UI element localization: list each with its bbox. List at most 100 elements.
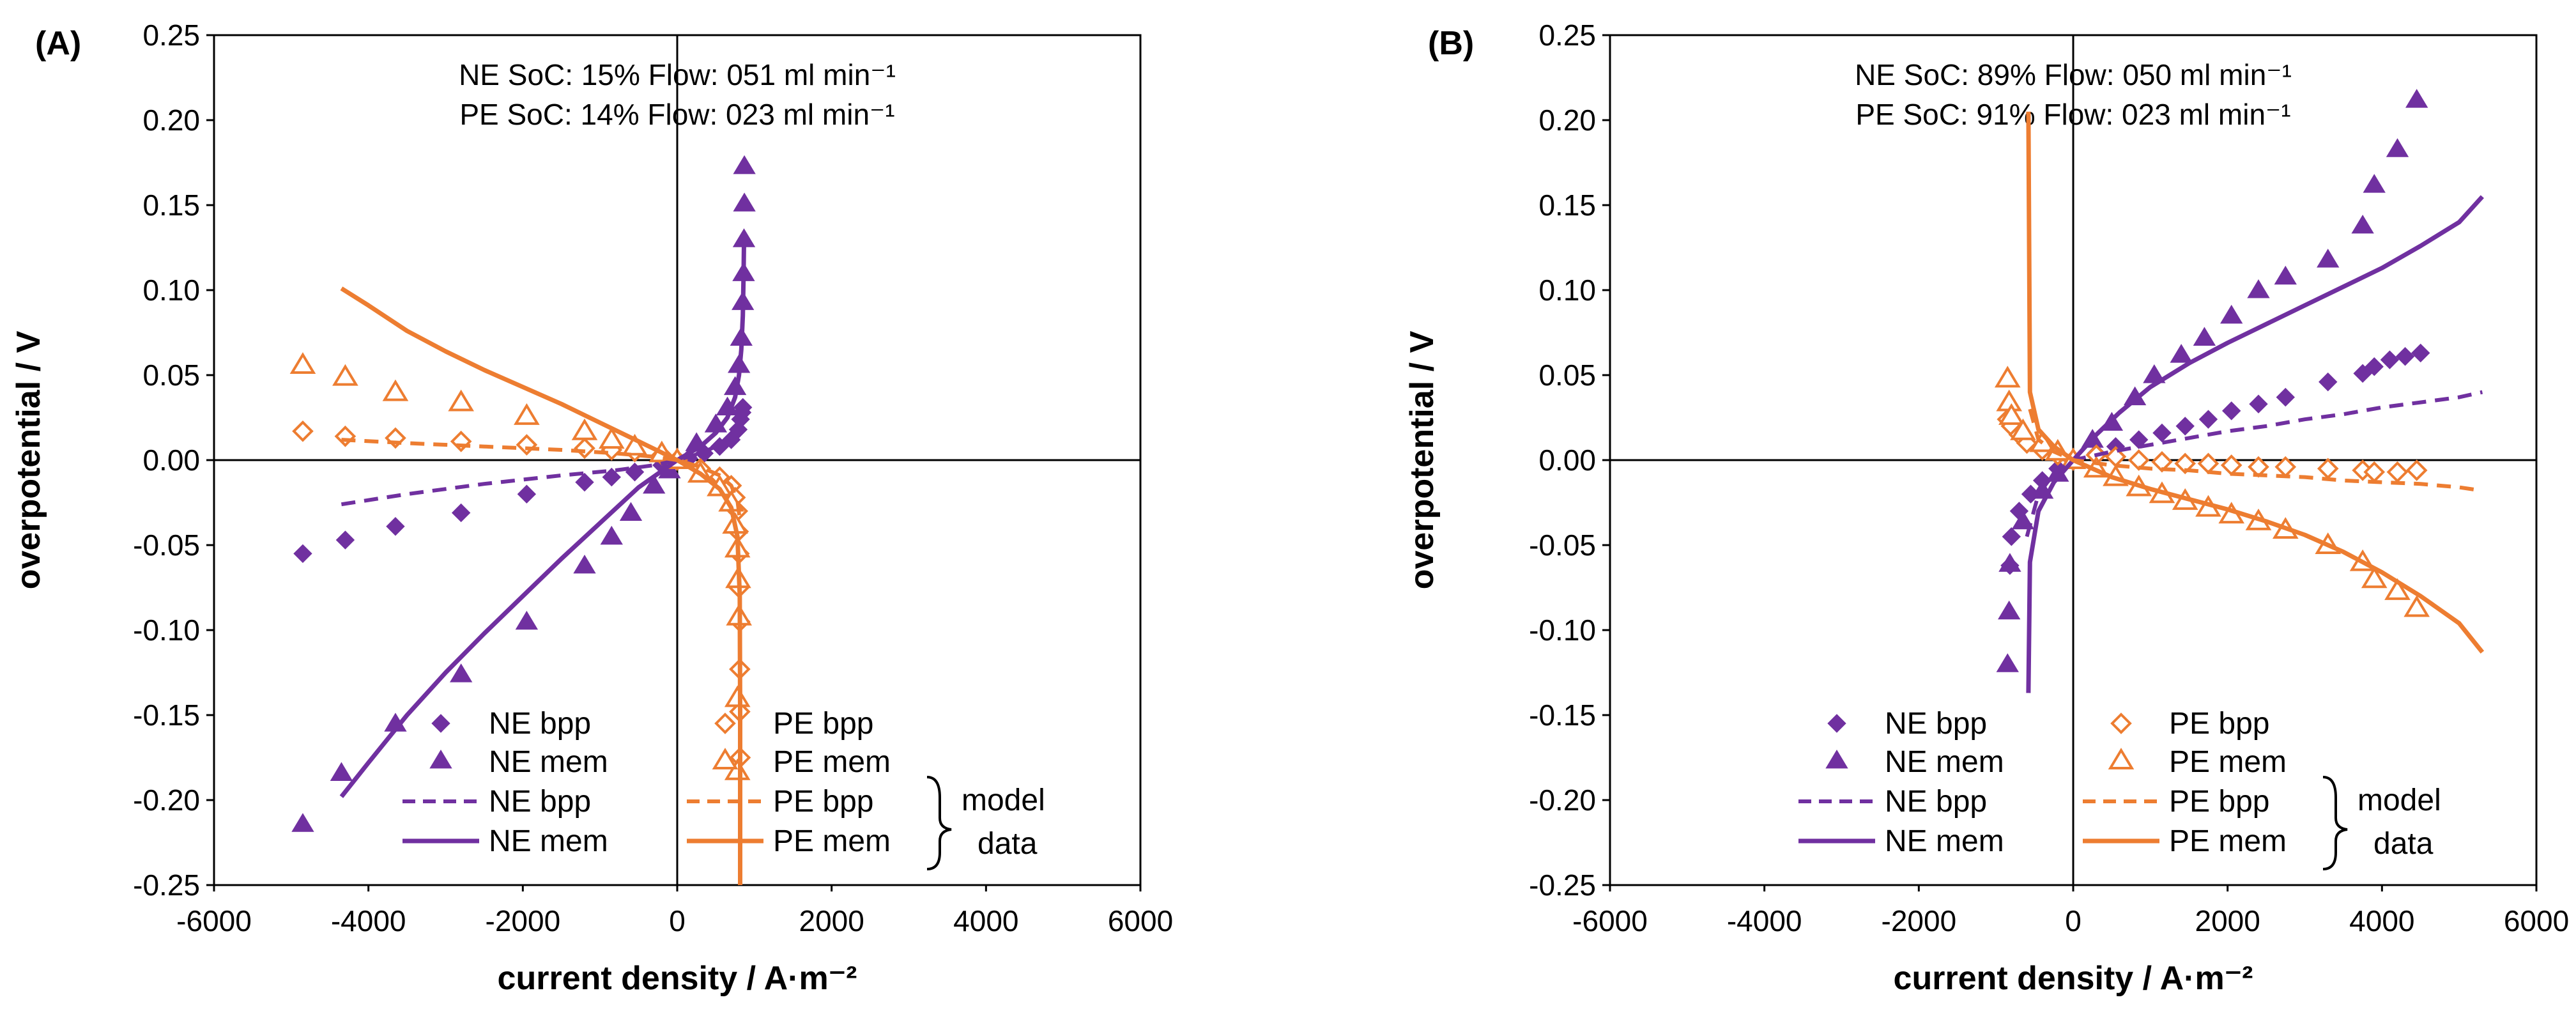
- data-point-pe-mem: [2404, 595, 2430, 617]
- data-point-ne-mem: [619, 502, 643, 521]
- data-point-pe-mem: [571, 418, 598, 440]
- data-point-ne-mem: [573, 554, 596, 574]
- data-point-ne-bpp: [733, 397, 753, 417]
- series-layer: [1994, 89, 2485, 693]
- condition-annotation: PE SoC: 14% Flow: 023 ml min⁻¹: [459, 98, 894, 131]
- panel-label: (B): [1428, 25, 1474, 62]
- data-point-ne-bpp: [2175, 417, 2195, 436]
- y-tick-label: 0.05: [1538, 359, 1596, 392]
- data-point-pe-mem: [2361, 566, 2388, 589]
- data-point-ne-mem: [449, 663, 473, 683]
- x-tick-label: 6000: [1108, 904, 1173, 937]
- data-point-ne-bpp: [2249, 394, 2268, 413]
- data-point-pe-bpp: [2317, 458, 2339, 480]
- panel-label: (A): [35, 25, 81, 62]
- y-tick-label: -0.10: [1529, 613, 1596, 647]
- legend-label-ne-mem-model: NE mem: [489, 824, 608, 858]
- y-tick-label: -0.05: [133, 528, 200, 562]
- series-layer: [289, 155, 756, 885]
- legend-marker-pe-mem: [2108, 748, 2135, 769]
- model-line-pe-bpp: [2028, 408, 2483, 493]
- data-point-ne-bpp: [2002, 527, 2021, 546]
- model-brace: [926, 776, 952, 870]
- legend: NE bpp PE bpp NE mem PE mem NE bpp PE bpp NE m…: [402, 707, 1045, 870]
- data-point-ne-bpp: [2353, 364, 2372, 383]
- data-point-pe-mem: [382, 379, 409, 401]
- legend-marker-pe-mem: [712, 748, 739, 769]
- data-point-ne-mem: [1996, 653, 2019, 672]
- x-tick-label: -6000: [176, 904, 252, 937]
- data-point-ne-bpp: [575, 472, 594, 492]
- legend-label-ne-bpp: NE bpp: [489, 707, 591, 741]
- y-tick-label: -0.25: [1529, 868, 1596, 902]
- y-tick-label: 0.20: [142, 104, 200, 137]
- data-point-ne-mem: [330, 762, 353, 781]
- data-point-ne-mem: [2274, 265, 2297, 285]
- data-point-ne-bpp: [517, 484, 537, 504]
- legend-data-label: data: [2373, 827, 2434, 861]
- legend: NE bpp PE bpp NE mem PE mem NE bpp PE bpp NE m…: [1798, 707, 2441, 870]
- data-point-ne-bpp: [2380, 350, 2400, 369]
- legend-model-label: model: [962, 783, 1045, 817]
- y-tick-label: 0.20: [1538, 104, 1596, 137]
- data-point-ne-mem: [600, 525, 623, 545]
- legend-label-pe-mem-model: PE mem: [2169, 824, 2287, 858]
- model-brace: [2322, 776, 2348, 870]
- x-tick-label: -2000: [1882, 904, 1957, 937]
- legend-label-pe-bpp-model: PE bpp: [2169, 785, 2269, 819]
- y-tick-label: 0.25: [1538, 19, 1596, 52]
- data-point-pe-mem: [2384, 578, 2411, 600]
- data-point-ne-mem: [2363, 174, 2386, 193]
- data-point-ne-mem: [1998, 600, 2021, 620]
- data-point-pe-mem: [514, 403, 540, 425]
- x-tick-label: 2000: [799, 904, 864, 937]
- x-axis-title: current density / A·m⁻²: [1894, 960, 2253, 997]
- data-point-ne-bpp: [2222, 401, 2241, 420]
- model-line-pe-mem: [340, 286, 742, 885]
- y-tick-label: 0.15: [1538, 189, 1596, 222]
- y-tick-label: 0.15: [142, 189, 200, 222]
- legend-label-pe-bpp: PE bpp: [773, 707, 873, 741]
- x-tick-label: -4000: [331, 904, 406, 937]
- data-point-ne-mem: [643, 474, 666, 494]
- legend-label-ne-mem-model: NE mem: [1885, 824, 2004, 858]
- y-tick-label: -0.05: [1529, 528, 1596, 562]
- legend-marker-ne-bpp: [1827, 714, 1846, 733]
- data-point-pe-bpp: [574, 437, 595, 459]
- data-point-pe-mem: [448, 389, 474, 412]
- legend-label-ne-bpp-model: NE bpp: [1885, 785, 1987, 819]
- model-line-ne-mem: [2026, 195, 2484, 693]
- chart-panel-b: -6000 -4000 -2000 0 2000 4000 6000 0.25 0.20 0.15…: [1404, 19, 2569, 997]
- y-axis-title: overpotential / V: [10, 330, 47, 589]
- data-point-pe-bpp: [2174, 452, 2196, 475]
- model-line-pe-bpp: [341, 438, 742, 520]
- data-point-pe-mem: [2010, 418, 2036, 440]
- data-point-ne-bpp: [2365, 357, 2384, 376]
- y-tick-label: -0.10: [133, 613, 200, 647]
- data-point-pe-mem: [724, 758, 751, 780]
- data-point-pe-mem: [289, 352, 316, 374]
- legend-label-ne-mem: NE mem: [1885, 745, 2004, 779]
- data-point-ne-mem: [2351, 214, 2374, 234]
- condition-annotation: NE SoC: 89% Flow: 050 ml min⁻¹: [1855, 58, 2292, 91]
- data-point-ne-mem: [2317, 249, 2340, 268]
- x-tick-label: 6000: [2504, 904, 2569, 937]
- model-line-ne-bpp: [2025, 390, 2483, 537]
- data-point-pe-bpp: [2405, 459, 2428, 481]
- data-point-pe-bpp: [2220, 454, 2242, 476]
- data-point-ne-bpp: [2276, 387, 2295, 407]
- data-point-ne-bpp: [293, 544, 312, 564]
- data-point-pe-mem: [598, 427, 625, 449]
- data-point-ne-bpp: [2395, 347, 2415, 366]
- y-tick-label: -0.15: [133, 698, 200, 732]
- x-tick-label: 4000: [953, 904, 1018, 937]
- data-point-pe-mem: [1994, 366, 2021, 388]
- data-point-ne-mem: [2220, 304, 2243, 324]
- legend-marker-ne-mem: [1825, 750, 1848, 769]
- data-point-ne-mem: [2247, 279, 2270, 298]
- x-tick-label: -6000: [1572, 904, 1648, 937]
- condition-annotation: NE SoC: 15% Flow: 051 ml min⁻¹: [459, 58, 896, 91]
- data-point-ne-mem: [733, 155, 756, 174]
- legend-label-pe-mem: PE mem: [2169, 745, 2287, 779]
- data-point-pe-bpp: [2386, 461, 2409, 483]
